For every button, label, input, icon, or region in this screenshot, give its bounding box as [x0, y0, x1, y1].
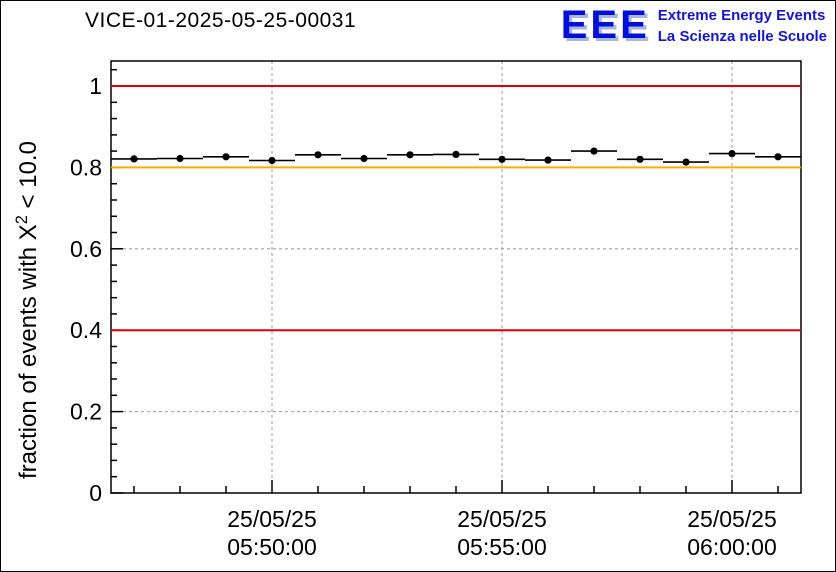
svg-text:25/05/25: 25/05/25	[687, 506, 777, 532]
reference-lines	[111, 85, 801, 332]
svg-text:05:55:00: 05:55:00	[457, 534, 547, 560]
eee-logo: EEE Extreme Energy Events La Scienza nel…	[561, 5, 827, 47]
y-axis-label-threshold: < 10.0	[15, 141, 42, 216]
eee-logo-line1: Extreme Energy Events	[657, 7, 826, 24]
y-axis-label-text: fraction of events with X	[15, 224, 42, 479]
eee-logo-acronym: EEE	[560, 3, 650, 47]
axis-tick-labels: 00.20.40.60.8125/05/2505:50:0025/05/2505…	[70, 73, 777, 560]
svg-text:25/05/25: 25/05/25	[457, 506, 547, 532]
y-axis-label-exponent: 2	[13, 215, 31, 225]
eee-logo-text: Extreme Energy Events La Scienza nelle S…	[658, 5, 827, 47]
chart-title: VICE-01-2025-05-25-00031	[85, 9, 357, 32]
axis-ticks	[111, 68, 779, 494]
svg-text:06:00:00: 06:00:00	[687, 534, 777, 560]
svg-text:25/05/25: 25/05/25	[227, 506, 317, 532]
svg-text:0.8: 0.8	[70, 154, 102, 180]
eee-logo-line2: La Scienza nelle Scuole	[657, 27, 827, 45]
svg-text:0: 0	[89, 480, 102, 506]
svg-text:0.4: 0.4	[70, 317, 102, 343]
svg-text:05:50:00: 05:50:00	[227, 534, 317, 560]
data-series	[111, 147, 801, 166]
y-axis-label: fraction of events with X2 < 10.0	[13, 141, 43, 479]
svg-text:0.2: 0.2	[70, 399, 102, 425]
gridlines	[111, 61, 801, 493]
svg-text:1: 1	[89, 73, 102, 99]
plot-frame	[110, 60, 802, 494]
svg-text:0.6: 0.6	[70, 236, 102, 262]
